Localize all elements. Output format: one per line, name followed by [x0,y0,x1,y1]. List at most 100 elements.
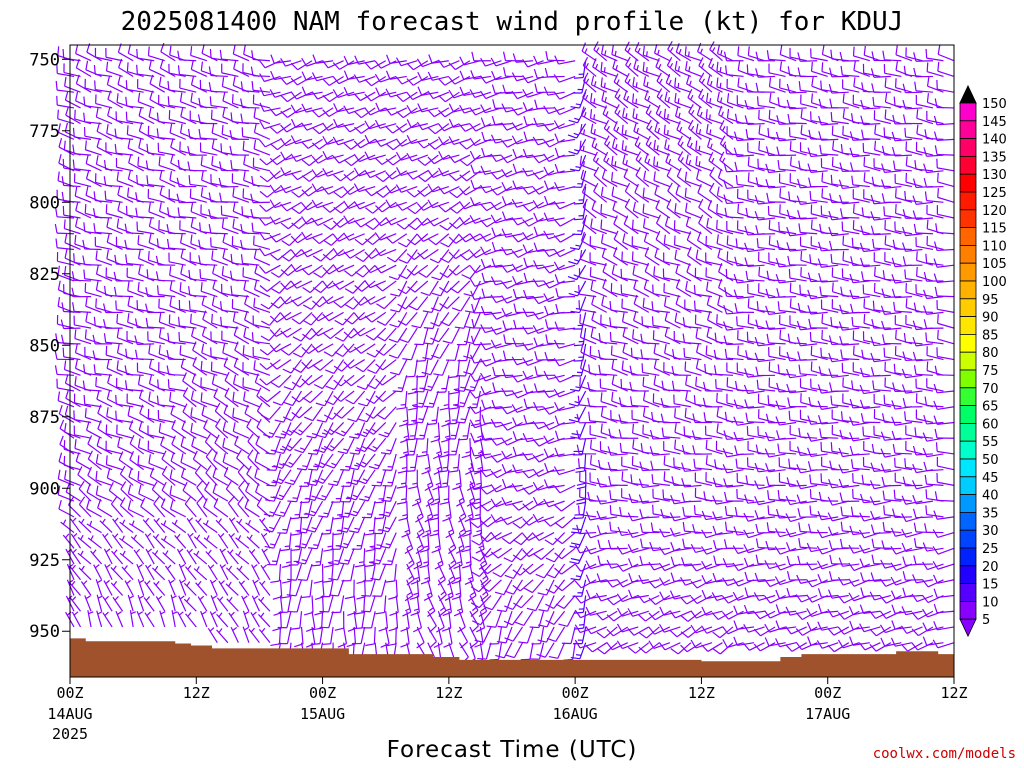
wind-barb [436,375,450,393]
wind-barb [490,57,513,67]
wind-barb [362,611,376,629]
wind-barb [416,58,439,68]
wind-barb [105,267,123,282]
wind-barb [343,105,365,115]
wind-barb [573,343,587,362]
wind-barb [388,579,398,600]
x-date-label: 17AUG [805,705,850,723]
wind-barb [75,44,92,62]
wind-barb [595,592,618,602]
wind-barb [576,444,597,455]
wind-barb [459,70,481,80]
wind-barb [189,313,207,329]
wind-barb [147,125,165,140]
wind-barb [95,264,113,282]
wind-barb [343,359,365,369]
colorbar-label: 125 [982,186,1007,201]
wind-barb [600,407,618,424]
wind-barb [71,271,92,282]
wind-barb [287,485,303,503]
wind-barb [129,610,136,628]
wind-barb [126,267,144,282]
wind-barb [380,437,397,455]
wind-barb [364,516,376,536]
wind-barb [680,610,702,622]
wind-barb [176,548,187,565]
wind-barb [180,358,197,376]
wind-barb [226,596,239,612]
wind-barb [470,406,482,427]
wind-barb [454,312,471,329]
wind-barb [522,325,544,335]
wind-barb [810,378,828,392]
wind-barb [522,370,544,380]
wind-barb [343,87,365,97]
wind-barb [873,266,892,282]
wind-barb [602,105,618,125]
wind-barb [382,469,397,487]
wind-barb [169,391,186,408]
wind-barb [504,563,524,579]
wind-barb [652,330,671,345]
wind-barb [169,469,187,486]
wind-barb [837,576,860,586]
wind-barb [736,316,755,329]
wind-barb [390,296,408,313]
wind-barb [862,331,881,345]
wind-barb [573,60,587,79]
wind-barb [892,160,912,172]
wind-barb [469,390,492,399]
wind-barb [735,458,755,471]
wind-barb [180,248,197,266]
wind-barb [64,76,81,93]
wind-barb [779,188,797,203]
wind-barb [621,251,639,266]
wind-barb [656,88,671,109]
wind-barb [622,107,639,125]
wind-barb [459,138,481,150]
wind-barb [110,581,124,596]
wind-barb [654,44,671,62]
wind-barb [427,626,437,649]
wind-barb [225,581,239,596]
wind-barb [469,107,492,116]
wind-barb [658,642,681,651]
wind-barb [775,604,797,614]
wind-barb [758,251,776,266]
wind-barb [472,610,492,626]
wind-barb [621,124,639,140]
credit-link[interactable]: coolwx.com/models [873,746,1016,762]
wind-barb [87,435,102,455]
wind-barb [301,170,323,182]
wind-barb [401,516,411,538]
wind-barb [747,189,765,203]
wind-barb [84,140,102,156]
wind-barb [570,563,587,581]
wind-barb [427,406,439,426]
wind-barb [222,91,239,109]
wind-barb [737,46,755,62]
wind-barb [238,580,250,596]
wind-barb [439,485,450,505]
wind-barb [440,312,460,327]
wind-barb [489,626,503,645]
wind-barb [222,421,239,439]
wind-barb [543,138,565,148]
wind-barb [280,532,292,552]
wind-barb [258,612,271,628]
wind-barb [216,628,229,644]
wind-barb [492,563,513,578]
wind-barb [242,377,260,392]
wind-barb [158,328,176,345]
wind-barb [501,280,523,290]
wind-barb [863,440,881,455]
wind-barb [632,108,650,125]
wind-barb [121,565,134,581]
wind-barb [314,595,324,616]
wind-barb [629,381,649,392]
wind-barb [427,183,450,193]
wind-barb [166,365,186,376]
wind-barb [786,555,807,566]
wind-barb [788,268,807,282]
